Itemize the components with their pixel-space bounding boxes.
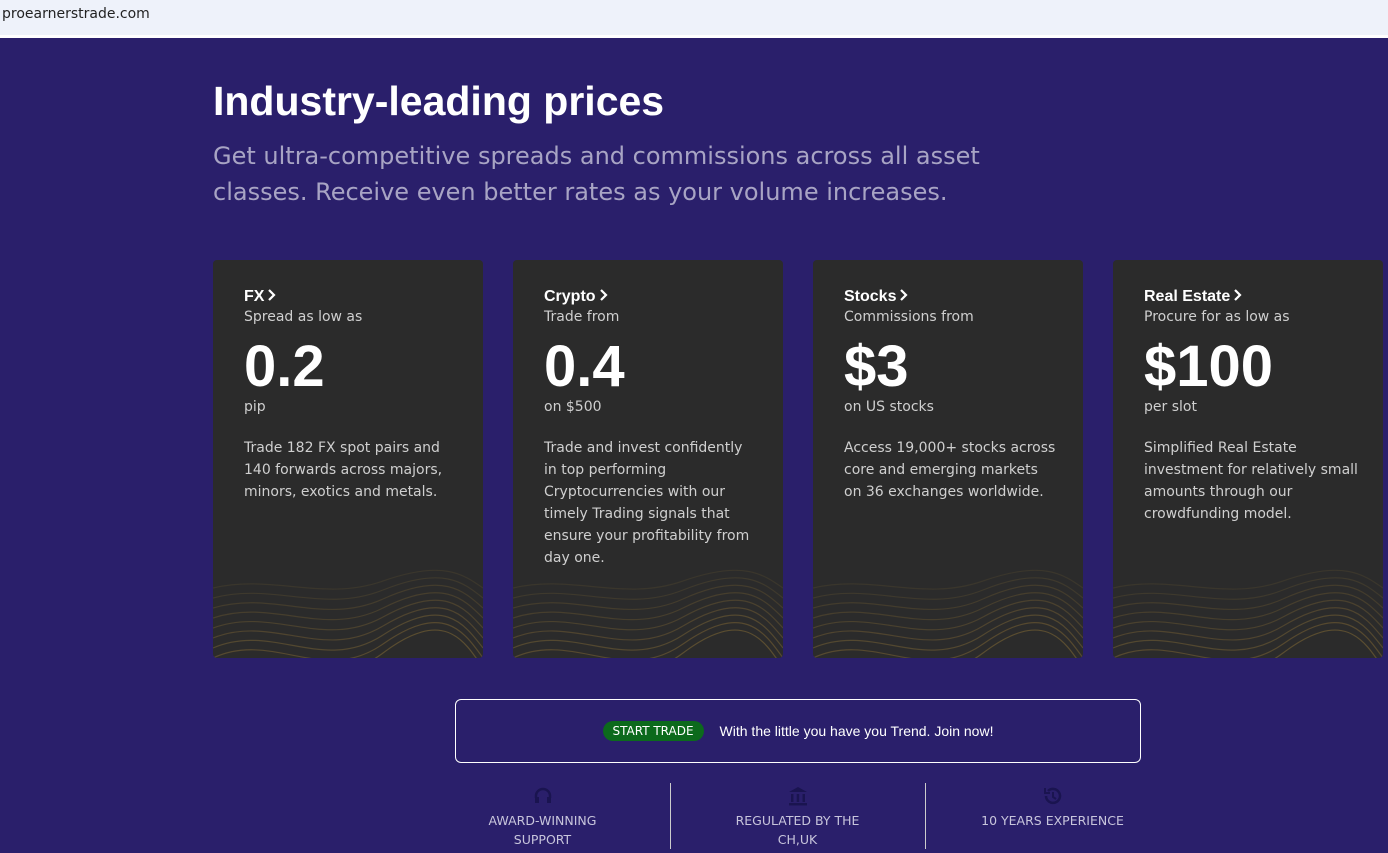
- start-trade-button[interactable]: START TRADE: [602, 721, 704, 741]
- card-title: FX: [244, 288, 265, 305]
- card-unit: on US stocks: [844, 399, 934, 415]
- url[interactable]: proearnerstrade.com: [2, 6, 150, 22]
- card-name[interactable]: Real Estate: [1144, 288, 1359, 306]
- card-title: Crypto: [544, 288, 596, 305]
- card-description: Access 19,000+ stocks across core and em…: [844, 440, 1056, 500]
- price-card: Crypto Trade from 0.4 on $500 Trade and inve…: [513, 260, 783, 658]
- hero-subtitle: Get ultra-competitive spreads and commis…: [213, 142, 980, 206]
- card-label: Trade from: [544, 309, 620, 325]
- history-icon: [1043, 787, 1061, 805]
- card-title: Stocks: [844, 288, 897, 305]
- card-price: 0.4: [544, 334, 625, 399]
- support-icon: [534, 787, 551, 803]
- card-price: 0.2: [244, 334, 325, 399]
- card-description: Trade 182 FX spot pairs and 140 forwards…: [244, 440, 443, 500]
- card-unit: per slot: [1144, 399, 1197, 415]
- card-unit: on $500: [544, 399, 602, 415]
- card-label: Procure for as low as: [1144, 309, 1290, 325]
- price-card: FX Spread as low as 0.2 pip Trade 182 FX spo…: [213, 260, 483, 658]
- card-label: Spread as low as: [244, 309, 363, 325]
- card-name[interactable]: FX: [244, 288, 459, 306]
- card-content: FX Spread as low as 0.2 pip Trade 182 FX spo…: [244, 288, 459, 503]
- card-title: Real Estate: [1144, 288, 1231, 305]
- card-unit: pip: [244, 399, 266, 415]
- wave-decoration: [813, 569, 1083, 658]
- card-price: $3: [844, 334, 909, 399]
- chevron: [268, 289, 277, 301]
- feature-text: REGULATED BY THE CH,UK: [735, 813, 860, 847]
- chevron: [1234, 289, 1242, 301]
- price-card: Stocks Commissions from $3 on US stocks Acce…: [813, 260, 1083, 658]
- wave-decoration: [1113, 569, 1383, 658]
- browser-bar: proearnerstrade.com: [0, 0, 1388, 38]
- cta-text: With the little you have you Trend. Join…: [719, 723, 994, 739]
- price-card: Real Estate Procure for as low as $100 per …: [1113, 260, 1383, 658]
- card-name[interactable]: Stocks: [844, 288, 1059, 306]
- wave-decoration: [513, 569, 783, 658]
- divider: [925, 783, 926, 849]
- card-label: Commissions from: [844, 309, 974, 325]
- feature: 10 YEARS EXPERIENCE: [925, 783, 1180, 853]
- wave-decoration: [213, 569, 483, 658]
- cta-box: START TRADE With the little you have you…: [455, 699, 1141, 763]
- card-price: $100: [1144, 334, 1274, 399]
- feature: AWARD-WINNING SUPPORT: [415, 783, 670, 853]
- card-content: Real Estate Procure for as low as $100 per …: [1144, 288, 1359, 525]
- card-description: Simplified Real Estate investment for re…: [1144, 440, 1358, 522]
- feature: REGULATED BY THE CH,UK: [670, 783, 925, 853]
- card-content: Crypto Trade from 0.4 on $500 Trade and inve…: [544, 288, 759, 569]
- divider: [670, 783, 671, 849]
- feature-text: 10 YEARS EXPERIENCE: [981, 813, 1124, 828]
- chevron: [900, 289, 909, 301]
- card-name[interactable]: Crypto: [544, 288, 759, 306]
- chevron: [599, 289, 608, 301]
- card-description: Trade and invest confidently in top perf…: [544, 440, 750, 566]
- feature-text: AWARD-WINNING SUPPORT: [488, 813, 597, 847]
- bank-icon: [788, 787, 807, 806]
- card-content: Stocks Commissions from $3 on US stocks Acce…: [844, 288, 1059, 503]
- hero-title: Industry-leading prices: [213, 78, 665, 124]
